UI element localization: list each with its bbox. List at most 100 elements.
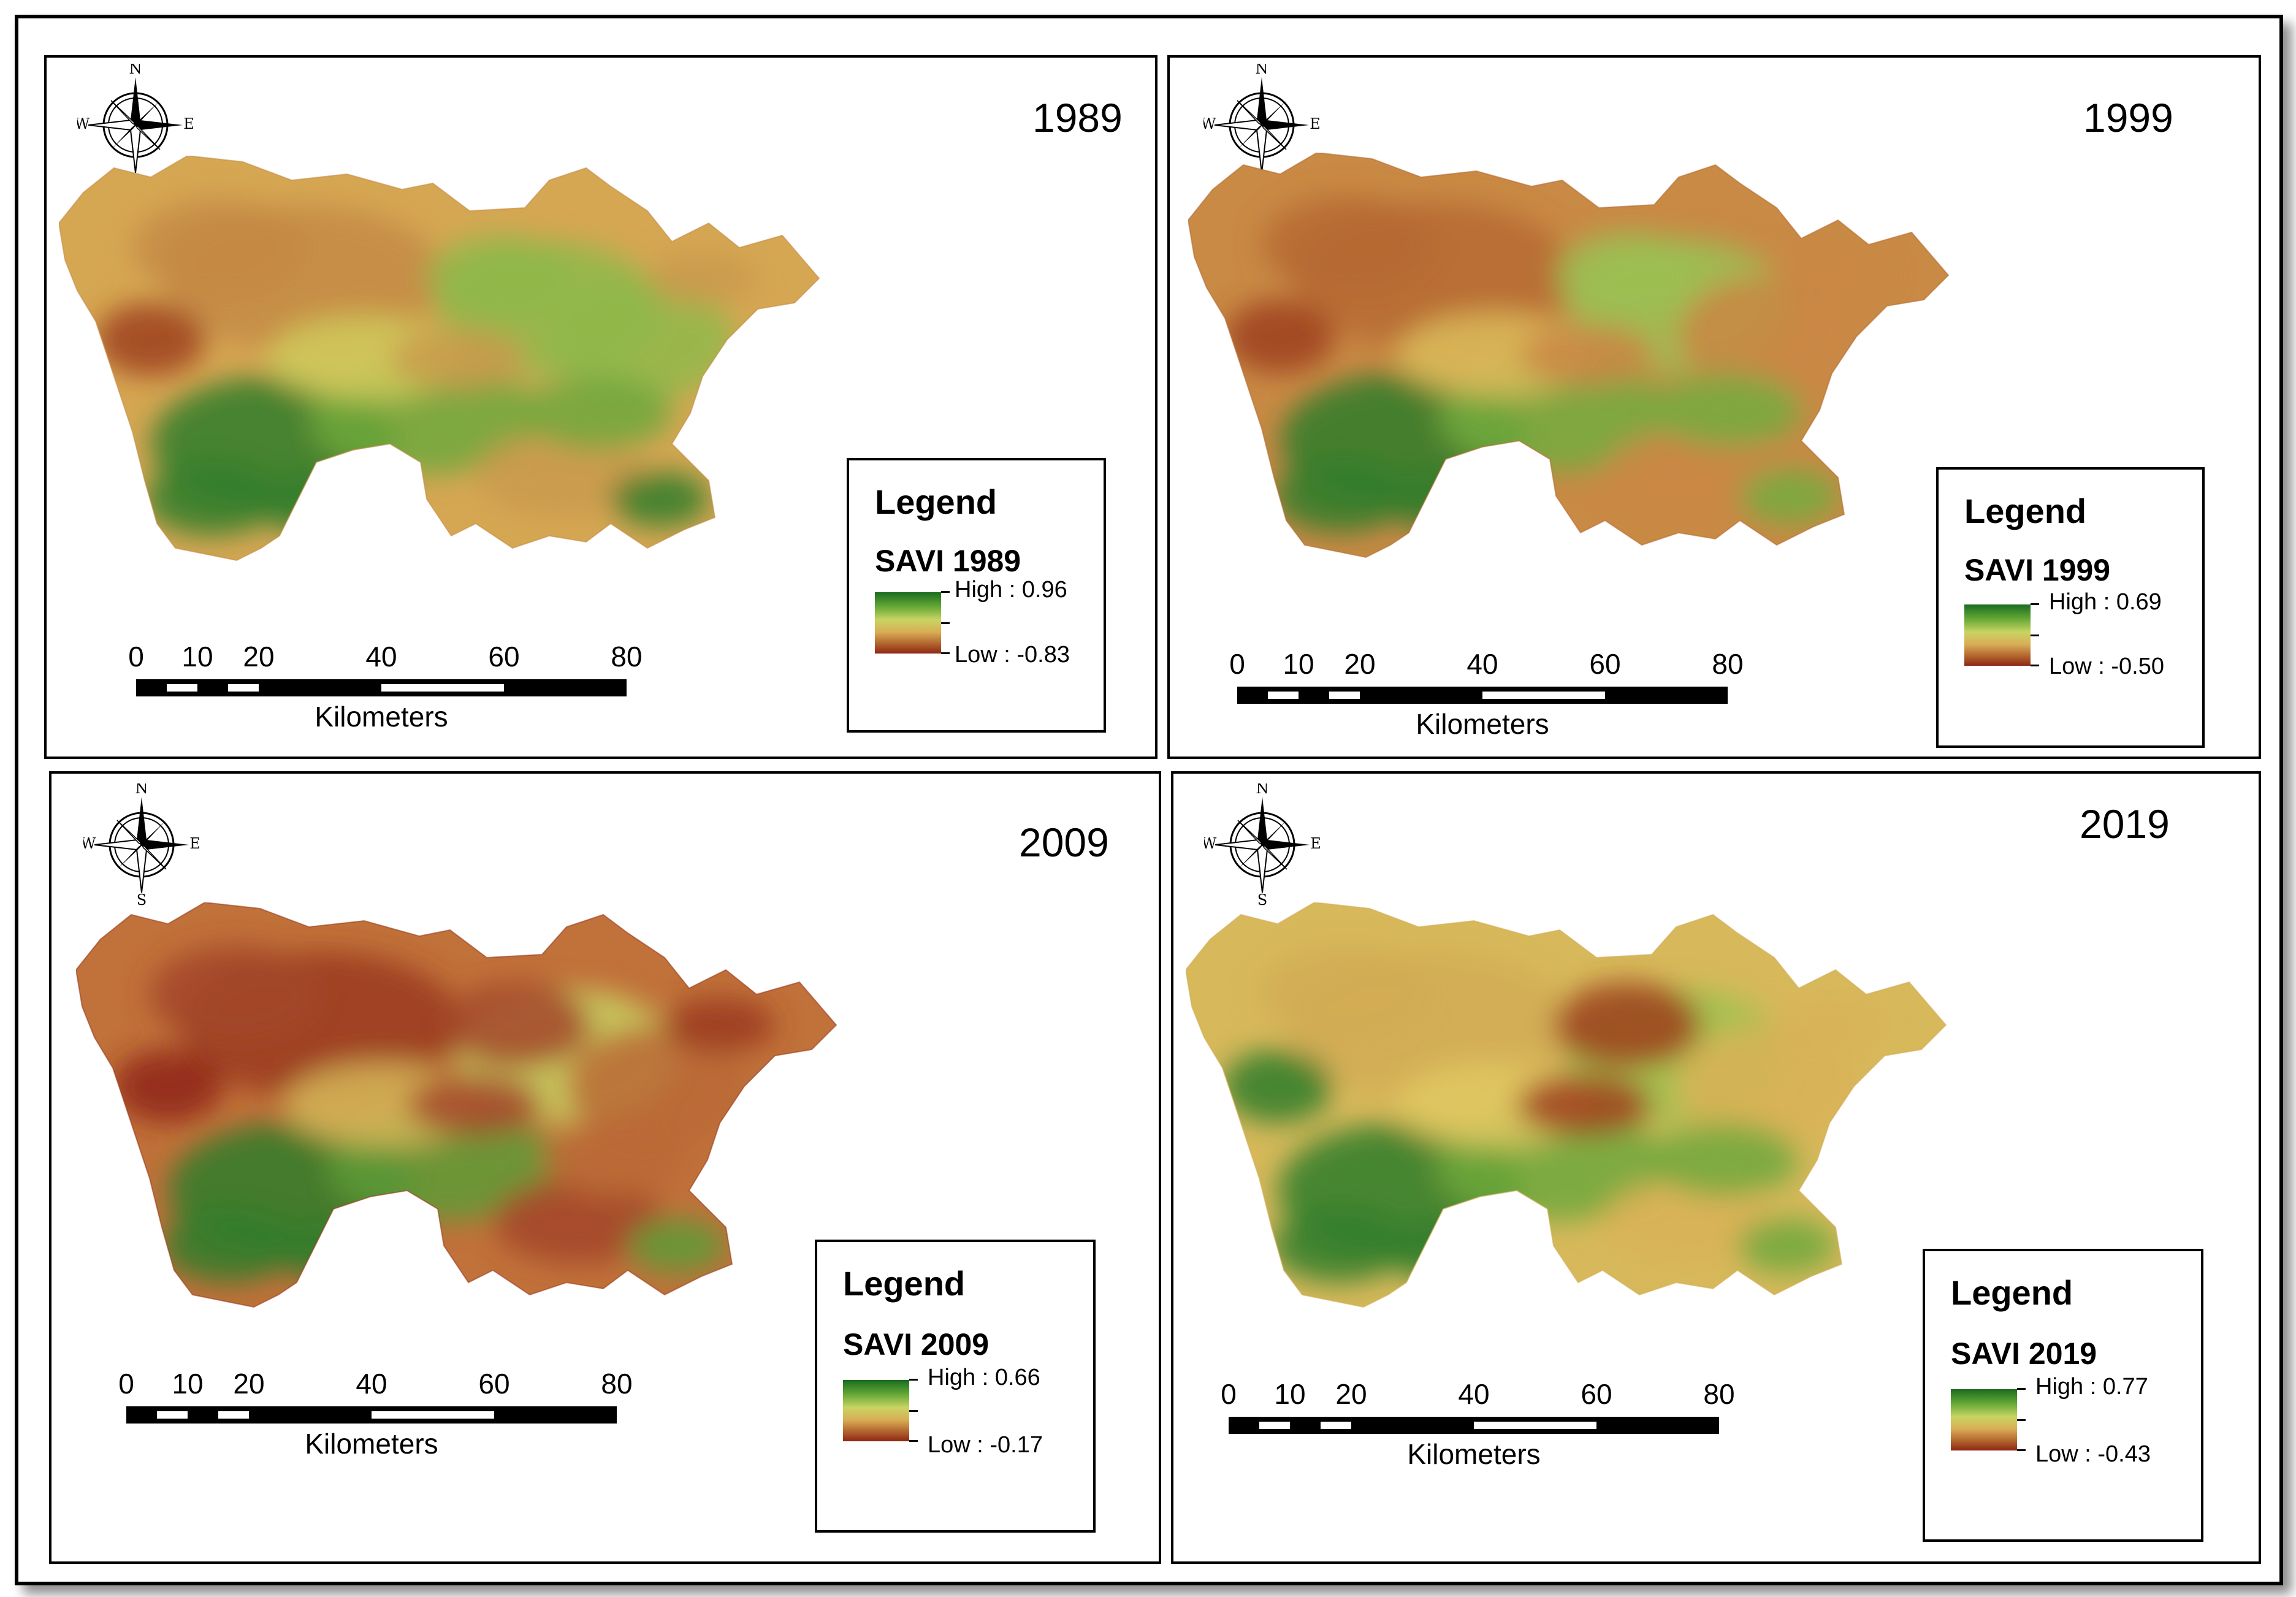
scale-tick-label: 0 <box>1221 1378 1237 1410</box>
legend-box: Legend SAVI 2009 High : 0.66 Low : -0.17 <box>815 1240 1096 1533</box>
scale-tick-label: 10 <box>172 1368 204 1400</box>
ramp-tick <box>2017 1388 2026 1390</box>
scale-segment <box>167 684 197 692</box>
map-panel-2009: N S E W 2009 Legend SAVI 2009 High : 0.66 L… <box>49 771 1161 1564</box>
scale-bar-graphic <box>1229 1417 1719 1434</box>
legend-low: Low : -0.43 <box>2035 1441 2151 1467</box>
legend-low: Low : -0.50 <box>2049 654 2164 679</box>
panel-year: 1989 <box>1032 95 1123 140</box>
scale-tick-label: 0 <box>128 641 144 673</box>
scale-bar-graphic <box>136 679 627 696</box>
scale-tick-label: 10 <box>1274 1378 1306 1410</box>
compass-label-e: E <box>1310 115 1320 132</box>
compass-rose-icon: NSEW <box>1201 60 1321 189</box>
savi-map <box>1188 153 1950 558</box>
scale-tick-label: 40 <box>365 641 397 673</box>
ramp-tick <box>941 622 950 624</box>
ramp-tick <box>941 652 950 654</box>
scale-tick-label: 60 <box>478 1368 510 1400</box>
scale-tick-label: 80 <box>1703 1378 1735 1410</box>
scale-segment <box>1474 1422 1596 1429</box>
scale-segment <box>1329 692 1360 699</box>
legend-layer-name: SAVI 2019 <box>1951 1336 2097 1371</box>
scale-segment <box>1268 692 1299 699</box>
color-ramp <box>843 1380 909 1441</box>
scale-tick-label: 10 <box>1283 648 1314 680</box>
legend-high: High : 0.69 <box>2049 589 2162 615</box>
legend-low: Low : -0.83 <box>955 642 1070 668</box>
scale-segment <box>228 684 259 692</box>
scale-segment <box>1259 1422 1290 1429</box>
ramp-tick <box>2031 603 2039 605</box>
scale-segment <box>1482 692 1605 699</box>
map-panel-1989: NSEW 1989 Legend SAVI 1989 High : 0.96 L… <box>44 55 1158 759</box>
scale-tick-label: 40 <box>1458 1378 1490 1410</box>
scale-tick-label: 80 <box>601 1368 633 1400</box>
legend-layer-name: SAVI 1999 <box>1964 553 2111 587</box>
ramp-tick <box>909 1379 918 1381</box>
scale-segment <box>1321 1422 1351 1429</box>
scale-unit-label: Kilometers <box>1407 1438 1541 1470</box>
legend-high: High : 0.96 <box>955 577 1067 603</box>
ramp-tick <box>909 1440 918 1442</box>
ramp-tick <box>2031 635 2039 636</box>
scale-bar: 0 10 20 40 60 80 Kilometers <box>1221 1378 1734 1470</box>
legend-low: Low : -0.17 <box>928 1432 1043 1458</box>
compass-label-e: E <box>183 115 194 132</box>
legend-layer-name: SAVI 2009 <box>843 1327 990 1362</box>
scale-tick-label: 80 <box>611 641 643 673</box>
savi-map <box>59 156 820 562</box>
scale-tick-label: 10 <box>181 641 213 673</box>
compass-rose-icon: NSEW <box>75 60 194 189</box>
ramp-tick <box>2017 1449 2026 1451</box>
compass-label-n: N <box>129 64 142 77</box>
ramp-tick <box>2017 1419 2026 1421</box>
compass-rose-icon: NSEW <box>81 780 200 909</box>
savi-map <box>76 902 837 1308</box>
legend-layer-name: SAVI 1989 <box>875 544 1021 578</box>
compass-rose-icon: NSEW <box>1202 780 1321 909</box>
ramp-tick <box>941 591 950 593</box>
panel-year: 2019 <box>2080 801 2170 847</box>
scale-bar-graphic <box>1237 687 1728 704</box>
scale-tick-label: 0 <box>1229 648 1245 680</box>
legend-title: Legend <box>1951 1273 2073 1312</box>
scale-unit-label: Kilometers <box>1416 708 1549 740</box>
legend-box: Legend SAVI 1989 High : 0.96 Low : -0.83 <box>847 458 1106 733</box>
scale-tick-label: 40 <box>1466 648 1498 680</box>
scale-tick-label: 60 <box>488 641 520 673</box>
scale-bar: 0 10 20 40 60 80 Kilometers <box>118 1367 632 1460</box>
scale-unit-label: Kilometers <box>315 701 448 733</box>
savi-map <box>1186 902 1947 1308</box>
legend-box: Legend SAVI 1999 High : 0.69 Low : -0.50 <box>1936 467 2205 748</box>
scale-segment <box>157 1411 188 1419</box>
legend-title: Legend <box>843 1264 966 1303</box>
compass-label-s: S <box>1257 891 1267 906</box>
color-ramp <box>1964 604 2031 666</box>
compass-label-n: N <box>1256 64 1268 77</box>
scale-unit-label: Kilometers <box>305 1428 438 1460</box>
scale-tick-label: 60 <box>1581 1378 1612 1410</box>
scale-tick-label: 80 <box>1712 648 1744 680</box>
legend-high: High : 0.77 <box>2035 1374 2148 1400</box>
compass-label-w: W <box>1203 115 1216 132</box>
ramp-tick <box>2031 665 2039 666</box>
legend-high: High : 0.66 <box>928 1365 1040 1390</box>
legend-title: Legend <box>875 482 997 521</box>
ramp-tick <box>909 1410 918 1412</box>
panel-year: 2009 <box>1019 820 1109 865</box>
compass-label-n: N <box>1256 783 1269 797</box>
color-ramp <box>1951 1389 2017 1450</box>
scale-segment <box>372 1411 494 1419</box>
compass-label-w: W <box>77 115 90 132</box>
legend-box: Legend SAVI 2019 High : 0.77 Low : -0.43 <box>1923 1249 2203 1542</box>
scale-tick-label: 20 <box>1344 648 1376 680</box>
map-panel-2019: N S E W 2019 Legend SAVI 2019 High : 0.77 L… <box>1171 771 2261 1564</box>
scale-bar: 0 10 20 40 60 80 Kilometers <box>128 640 642 733</box>
scale-bar: 0 10 20 40 60 80 Kilometers <box>1229 647 1743 740</box>
compass-label-e: E <box>1310 835 1321 852</box>
compass-label-n: N <box>135 783 148 797</box>
compass-label-s: S <box>137 891 147 906</box>
scale-tick-label: 0 <box>118 1368 134 1400</box>
scale-tick-label: 20 <box>1335 1378 1367 1410</box>
